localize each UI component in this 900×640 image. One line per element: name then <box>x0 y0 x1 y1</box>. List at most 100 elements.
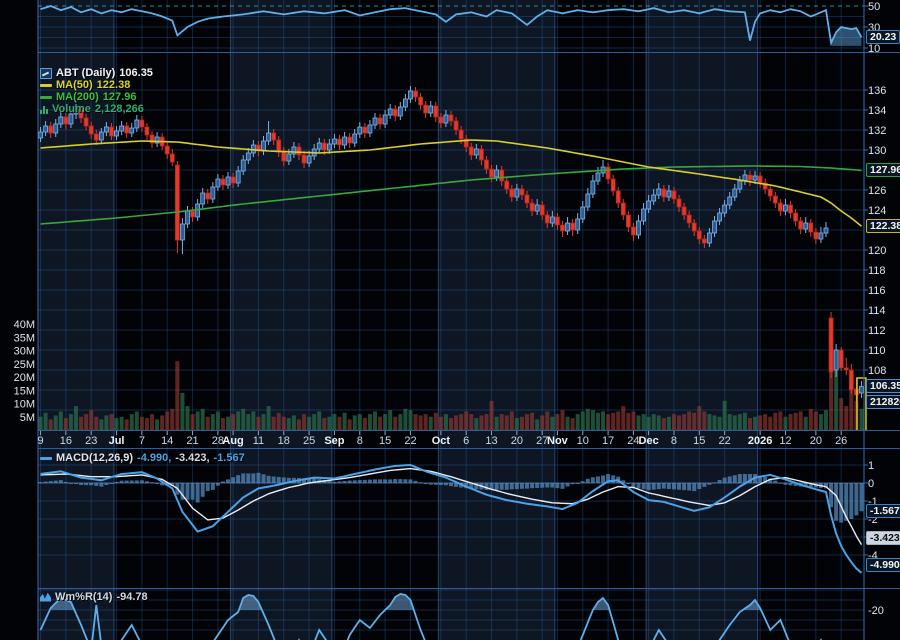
candle-body <box>337 138 342 146</box>
candle-body <box>661 188 667 198</box>
candle-body <box>671 190 677 200</box>
wpr-legend[interactable]: Wm%R(14) -94.78 <box>40 591 148 603</box>
symbol-last-price: 106.35 <box>119 67 153 79</box>
candle-body <box>585 193 591 208</box>
top-indicator-line <box>40 5 863 46</box>
date-tick-label: 22 <box>719 435 731 447</box>
candle-body <box>372 117 378 126</box>
candle-body <box>245 152 251 161</box>
macd-legend[interactable]: MACD(12,26,9) -4.990, -3.423, -1.567 <box>40 452 245 464</box>
symbol-label: ABT (Daily) <box>56 67 116 79</box>
candle-body <box>306 155 312 164</box>
volume-bars-icon <box>40 105 48 114</box>
candle-body <box>443 114 449 124</box>
candle-body <box>489 168 494 178</box>
candle-body <box>332 138 337 145</box>
candle-body <box>164 145 170 155</box>
macd-line <box>40 463 863 574</box>
volume-axis-label: 20M <box>14 372 35 384</box>
candle-body <box>570 222 576 231</box>
macd-axis-label: -2 <box>868 514 878 526</box>
candle-body <box>686 214 692 224</box>
selected-candle-highlight[interactable] <box>856 377 867 434</box>
candle-body <box>676 198 682 208</box>
date-tick-label: Oct <box>432 435 451 447</box>
legend-ma200-row[interactable]: MA(200) 127.96 <box>40 91 153 103</box>
ma50-value: 122.38 <box>96 79 131 91</box>
candle-body <box>468 146 474 156</box>
candle-body <box>149 134 155 144</box>
date-tick-label: 18 <box>278 435 290 447</box>
candle-body <box>504 180 510 190</box>
candle-body <box>473 148 479 156</box>
candle-body <box>433 105 439 118</box>
candle-body <box>752 175 758 181</box>
legend-ma50-row[interactable]: MA(50) 122.38 <box>40 79 153 91</box>
candle-body <box>68 113 74 125</box>
candlesticks[interactable] <box>38 86 864 401</box>
candle-body <box>691 222 697 232</box>
candle-body <box>762 182 768 190</box>
candle-body <box>859 386 864 394</box>
date-tick-label: 6 <box>463 435 469 447</box>
candle-body <box>402 98 408 108</box>
date-tick-label: 26 <box>835 435 847 447</box>
legend-volume-row[interactable]: Volume 2,128,266 <box>40 103 153 115</box>
candle-body <box>220 178 226 186</box>
candle-body <box>235 170 241 184</box>
macd-axis-label: 0 <box>868 478 874 490</box>
candle-body <box>73 108 79 115</box>
date-tick-label: Aug <box>222 435 243 447</box>
volume-axis-label: 40M <box>14 319 35 331</box>
macd-panel[interactable] <box>38 463 864 574</box>
candle-body <box>154 136 160 144</box>
date-tick-label: 17 <box>602 435 614 447</box>
candle-body <box>200 192 206 205</box>
candle-body <box>119 125 125 132</box>
date-tick-label: Sep <box>324 435 344 447</box>
wpr-value: -94.78 <box>116 591 148 603</box>
candle-body <box>732 188 738 198</box>
legend-symbol-row[interactable]: ABT (Daily) 106.35 <box>40 67 153 79</box>
wpr-panel[interactable] <box>39 593 862 640</box>
candle-body <box>701 238 707 244</box>
candle-body <box>63 116 69 125</box>
vertical-gridlines <box>40 0 842 640</box>
volume-axis-label: 25M <box>14 359 35 371</box>
candle-body <box>408 90 413 100</box>
candle-body <box>610 178 616 192</box>
candle-body <box>377 117 383 125</box>
candle-body <box>174 164 180 241</box>
macd-value: -4.990, <box>137 452 172 464</box>
candle-body <box>605 166 611 180</box>
candle-body <box>104 126 109 133</box>
candle-body <box>291 146 297 155</box>
main-price-panel[interactable] <box>38 86 867 434</box>
date-tick-label: Dec <box>639 435 659 447</box>
symbol-chart-icon <box>40 67 52 79</box>
ma200-line <box>40 165 862 225</box>
wpr-area-icon <box>40 592 51 602</box>
candle-body <box>636 220 641 236</box>
candle-body <box>144 126 150 136</box>
candle-body <box>271 132 277 141</box>
candle-body <box>818 232 824 240</box>
wpr-label: Wm%R(14) <box>55 591 113 603</box>
ma200-line-icon <box>40 95 52 99</box>
candle-body <box>737 180 743 190</box>
top-axis-label: 10 <box>868 43 880 55</box>
candle-body <box>641 208 646 222</box>
candle-body <box>823 227 829 234</box>
date-tick-label: 24 <box>627 435 639 447</box>
top-indicator-panel[interactable] <box>38 5 864 46</box>
candle-body <box>301 154 307 164</box>
wpr-line <box>39 593 822 640</box>
date-tick-label: 13 <box>485 435 497 447</box>
date-tick-label: 25 <box>303 435 315 447</box>
candle-body <box>681 206 687 216</box>
candle-body <box>225 176 231 186</box>
ma200-value: 127.96 <box>102 91 137 103</box>
candle-body <box>843 367 849 371</box>
candle-body <box>529 202 535 212</box>
